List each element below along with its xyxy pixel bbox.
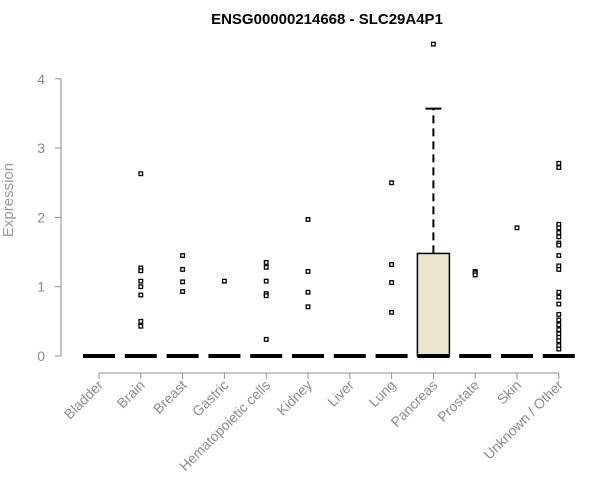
outlier-point bbox=[556, 266, 562, 272]
outlier-point bbox=[556, 242, 562, 248]
chart-title: ENSG00000214668 - SLC29A4P1 bbox=[211, 11, 443, 28]
box-9 bbox=[459, 269, 492, 358]
outlier-point bbox=[556, 294, 562, 300]
y-axis-title: Expression bbox=[0, 163, 17, 237]
x-tick-label: Prostate bbox=[434, 377, 482, 425]
outlier-point bbox=[305, 289, 311, 295]
outlier-point bbox=[556, 311, 562, 317]
outlier-point bbox=[221, 278, 227, 284]
box-1 bbox=[124, 171, 157, 358]
outlier-point bbox=[389, 309, 395, 315]
y-tick-label: 3 bbox=[37, 140, 45, 156]
outlier-point bbox=[263, 293, 269, 299]
box-3 bbox=[208, 278, 241, 358]
outlier-point bbox=[263, 278, 269, 284]
outlier-point bbox=[263, 259, 269, 265]
x-tick-label: Brain bbox=[113, 377, 147, 411]
x-tick-label: Kidney bbox=[274, 377, 316, 419]
x-tick-label: Unknown / Other bbox=[480, 377, 566, 463]
y-tick-label: 1 bbox=[37, 279, 45, 295]
outlier-point bbox=[472, 272, 478, 278]
outlier-point bbox=[305, 217, 311, 222]
outlier-point bbox=[514, 225, 520, 231]
outlier-point bbox=[389, 262, 395, 267]
outlier-point bbox=[138, 284, 144, 290]
outlier-point bbox=[556, 225, 562, 231]
x-tick-label: Skin bbox=[494, 377, 525, 408]
outlier-point bbox=[305, 269, 311, 274]
box-4 bbox=[250, 259, 283, 358]
outlier-point bbox=[305, 304, 311, 310]
box-8 bbox=[416, 41, 451, 358]
y-tick-label: 4 bbox=[37, 71, 45, 87]
outlier-point bbox=[138, 171, 144, 177]
box-7 bbox=[375, 180, 408, 358]
x-tick-label: Lung bbox=[365, 377, 398, 410]
outlier-point bbox=[180, 289, 186, 295]
outlier-point bbox=[180, 253, 186, 258]
outlier-point bbox=[556, 322, 562, 328]
box-10 bbox=[501, 225, 533, 358]
outlier-point bbox=[138, 318, 144, 324]
y-axis: 0 1 2 3 4 bbox=[37, 71, 62, 364]
outlier-point bbox=[180, 279, 186, 285]
box-5 bbox=[292, 217, 324, 358]
outlier-point bbox=[556, 230, 562, 236]
outlier-point bbox=[389, 280, 395, 285]
x-tick-label: Liver bbox=[324, 377, 357, 410]
box-2 bbox=[166, 253, 199, 358]
y-tick-label: 2 bbox=[37, 209, 45, 225]
outlier-point bbox=[138, 278, 144, 284]
outlier-point bbox=[556, 317, 562, 323]
outlier-point bbox=[138, 268, 144, 274]
box-11 bbox=[542, 160, 575, 358]
outlier-point bbox=[556, 289, 562, 295]
outlier-point bbox=[263, 264, 269, 270]
outlier-point bbox=[138, 292, 144, 298]
outlier-point bbox=[556, 234, 562, 240]
outlier-point bbox=[556, 338, 562, 344]
x-tick-label: Breast bbox=[150, 377, 190, 417]
outlier-point bbox=[556, 346, 562, 352]
boxes bbox=[83, 41, 575, 358]
outlier-point bbox=[556, 160, 562, 166]
outlier-point bbox=[138, 323, 144, 329]
outlier-point bbox=[556, 327, 562, 333]
outlier-point bbox=[180, 266, 186, 272]
outlier-point bbox=[430, 41, 436, 47]
outlier-point bbox=[556, 301, 562, 307]
x-tick-label: Bladder bbox=[61, 377, 107, 423]
outlier-point bbox=[556, 253, 562, 258]
outlier-point bbox=[556, 165, 562, 170]
outlier-point bbox=[389, 180, 395, 186]
box-rect bbox=[416, 252, 451, 357]
outlier-point bbox=[263, 336, 269, 342]
y-tick-label: 0 bbox=[37, 348, 45, 364]
